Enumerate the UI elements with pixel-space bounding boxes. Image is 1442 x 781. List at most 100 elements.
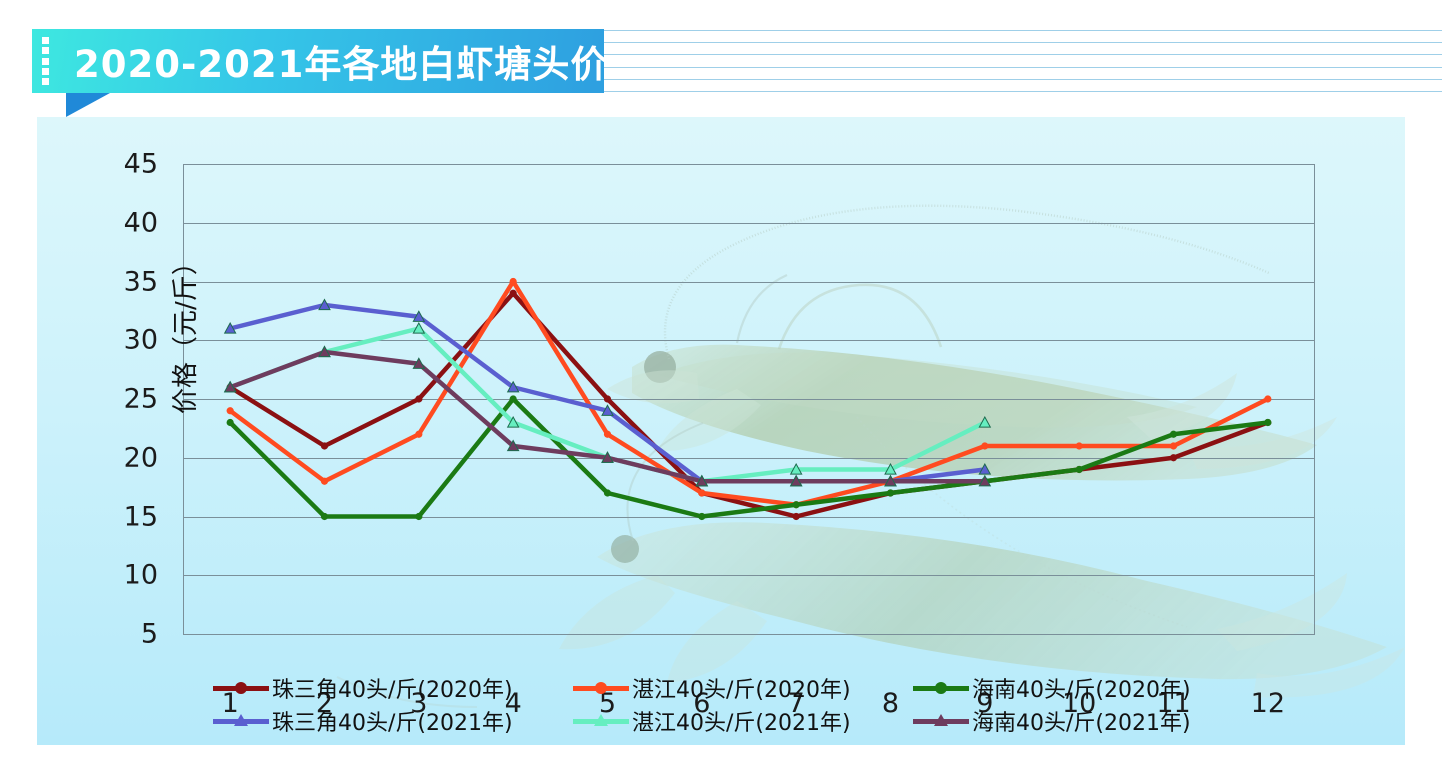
data-point-marker [226, 407, 234, 415]
data-point-marker [223, 380, 237, 393]
legend-item[interactable]: 海南40头/斤(2021年) [913, 705, 1273, 737]
x-axis-tick-label: 4 [504, 688, 522, 719]
data-point-marker [415, 430, 423, 438]
data-point-marker [601, 451, 614, 463]
data-point-marker [1169, 442, 1178, 450]
data-point-marker [601, 404, 614, 416]
decor-line [600, 30, 1442, 31]
data-point-marker [318, 298, 331, 311]
y-axis-tick-label: 30 [123, 324, 158, 356]
data-point-marker [506, 439, 520, 452]
x-axis-tick-label: 2 [315, 688, 334, 719]
y-axis-tick-label: 5 [140, 618, 158, 650]
data-point-marker [412, 357, 426, 369]
chart-panel: 45 40 35 30 25 20 15 10 5 1 2 3 4 5 6 7 8 9 10 11 12 价格（元/斤… [37, 117, 1405, 745]
legend-swatch-icon [913, 677, 969, 699]
x-axis-tick-label: 8 [881, 688, 900, 719]
decor-line [600, 66, 1442, 68]
legend-label: 海南40头/斤(2020年) [972, 677, 1191, 703]
data-point-marker [223, 321, 237, 334]
data-point-marker [789, 462, 803, 475]
data-point-marker [978, 462, 992, 475]
legend-label: 湛江40头/斤(2020年) [632, 677, 851, 703]
data-point-marker [226, 418, 234, 427]
data-point-marker [792, 512, 800, 521]
data-point-marker [412, 321, 426, 334]
y-axis-tick-label: 10 [123, 559, 158, 591]
data-point-marker [506, 380, 520, 393]
decor-line [600, 78, 1442, 80]
title-decoration-lines [600, 30, 1442, 92]
data-point-marker [698, 489, 706, 497]
y-axis-label: 价格（元/斤） [171, 249, 201, 414]
title-tail-shape [66, 93, 110, 117]
title-banner: 2020-2021年各地白虾塘头价 [32, 29, 607, 93]
data-point-marker [320, 442, 329, 450]
gridline [183, 222, 1315, 224]
x-axis-tick-label: 11 [1156, 688, 1191, 719]
y-axis-tick-label: 25 [123, 383, 158, 415]
y-axis-tick-label: 15 [123, 501, 158, 532]
data-point-marker [698, 512, 706, 521]
x-axis-tick-label: 12 [1250, 688, 1285, 719]
legend-item[interactable]: 湛江40头/斤(2020年) [573, 672, 913, 704]
gridline [183, 634, 1315, 635]
data-point-marker [415, 395, 423, 403]
gridline [183, 516, 1315, 518]
data-point-marker [789, 474, 803, 487]
series-line [227, 396, 1271, 519]
data-point-marker [695, 474, 709, 487]
gridline [183, 457, 1315, 459]
data-point-marker [603, 430, 612, 438]
data-point-marker [320, 477, 329, 485]
gridline [183, 340, 1315, 342]
data-point-marker [603, 395, 612, 403]
legend-label: 湛江40头/斤(2021年) [632, 710, 851, 736]
data-point-marker [509, 277, 517, 286]
y-axis-tick-label: 45 [123, 148, 158, 180]
x-axis-tick-label: 7 [787, 688, 805, 719]
decor-line [600, 90, 1442, 92]
legend-label: 珠三角40头/斤(2021年) [272, 710, 513, 736]
data-point-marker [1169, 430, 1178, 438]
data-point-marker [509, 395, 517, 403]
data-point-marker [415, 512, 423, 521]
chart-legend: 珠三角40头/斤(2020年) 湛江40头/斤(2020年) 海南40头/斤(202… [213, 671, 1273, 737]
data-point-marker [1075, 465, 1083, 474]
gridline [183, 575, 1315, 577]
x-axis-tick-label: 3 [410, 688, 428, 719]
legend-swatch-icon [213, 710, 269, 732]
data-point-marker [1264, 418, 1272, 427]
decor-line [600, 54, 1442, 56]
data-point-marker [509, 289, 517, 297]
gridline [183, 399, 1315, 400]
data-point-marker [1169, 454, 1178, 462]
data-point-marker [978, 474, 992, 487]
data-point-marker [506, 415, 520, 428]
x-axis-tick-label: 9 [976, 688, 994, 719]
legend-item[interactable]: 湛江40头/斤(2021年) [573, 705, 913, 737]
legend-label: 珠三角40头/斤(2020年) [272, 677, 513, 703]
legend-swatch-icon [913, 710, 969, 732]
data-point-marker [320, 512, 329, 521]
data-point-marker [318, 345, 331, 358]
legend-item[interactable]: 海南40头/斤(2020年) [913, 672, 1273, 704]
legend-item[interactable]: 珠三角40头/斤(2021年) [213, 705, 573, 737]
page-title: 2020-2021年各地白虾塘头价 [74, 43, 609, 86]
data-point-marker [978, 415, 992, 428]
title-area: 2020-2021年各地白虾塘头价 [0, 0, 1442, 118]
plot-area: 45 40 35 30 25 20 15 10 5 1 2 3 4 5 6 7 8 9 10 11 12 价格（元/斤… [124, 149, 1315, 719]
data-point-marker [1075, 442, 1083, 450]
y-axis-tick-label: 35 [123, 266, 158, 297]
x-axis-tick-label: 10 [1061, 688, 1097, 719]
data-point-marker [884, 462, 897, 475]
y-axis-tick-label: 20 [123, 442, 158, 474]
data-point-marker [412, 310, 426, 322]
data-point-marker [884, 474, 897, 487]
y-axis-tick-label: 40 [123, 207, 158, 239]
legend-swatch-icon [573, 710, 629, 732]
title-dots-icon [42, 37, 49, 85]
data-point-marker [603, 489, 612, 497]
legend-item[interactable]: 珠三角40头/斤(2020年) [213, 672, 573, 704]
decor-line [600, 42, 1442, 44]
